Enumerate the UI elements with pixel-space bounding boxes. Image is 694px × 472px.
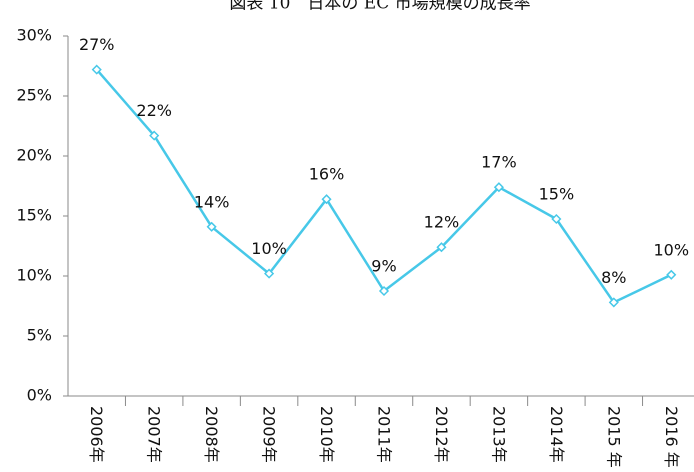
marker: [321, 194, 332, 205]
y-tick-label: 5%: [27, 326, 52, 345]
y-tick-label: 15%: [16, 206, 52, 225]
y-tick-label: 0%: [27, 386, 52, 405]
marker: [264, 268, 275, 279]
chart-title: 図表 10 日本の EC 市場規模の成長率: [229, 0, 530, 14]
y-tick-label: 25%: [16, 86, 52, 105]
x-tick-label: 2010年: [317, 406, 336, 463]
data-label: 9%: [371, 257, 396, 276]
x-tick-label: 2011年: [375, 406, 394, 463]
marker: [666, 269, 677, 280]
x-tick-label: 2015 年: [604, 406, 623, 468]
data-label: 16%: [309, 165, 345, 184]
marker: [149, 130, 160, 141]
data-label: 27%: [79, 35, 115, 54]
x-tick-label: 2014年: [547, 406, 566, 463]
marker: [206, 221, 217, 232]
data-label: 15%: [539, 185, 575, 204]
data-label: 10%: [653, 240, 689, 259]
data-label: 12%: [424, 213, 460, 232]
x-tick-label: 2012年: [432, 406, 451, 463]
x-tick-label: 2008年: [202, 406, 221, 463]
marker: [91, 64, 102, 75]
x-tick-label: 2006年: [87, 406, 106, 463]
y-tick-label: 10%: [16, 266, 52, 285]
marker: [551, 213, 562, 225]
marker: [436, 242, 447, 253]
data-label: 17%: [481, 153, 517, 172]
data-label: 10%: [251, 239, 287, 258]
x-tick-label: 2013年: [489, 406, 508, 463]
x-tick-label: 2009年: [260, 406, 279, 463]
data-label: 22%: [136, 101, 172, 120]
x-tick-label: 2016 年: [662, 406, 681, 468]
marker: [608, 297, 619, 308]
data-label: 8%: [601, 268, 626, 287]
marker: [493, 182, 504, 193]
y-tick-label: 30%: [16, 26, 52, 45]
x-tick-label: 2007年: [145, 406, 164, 463]
y-tick-label: 20%: [16, 146, 52, 165]
data-label: 14%: [194, 192, 230, 211]
marker: [378, 285, 390, 297]
